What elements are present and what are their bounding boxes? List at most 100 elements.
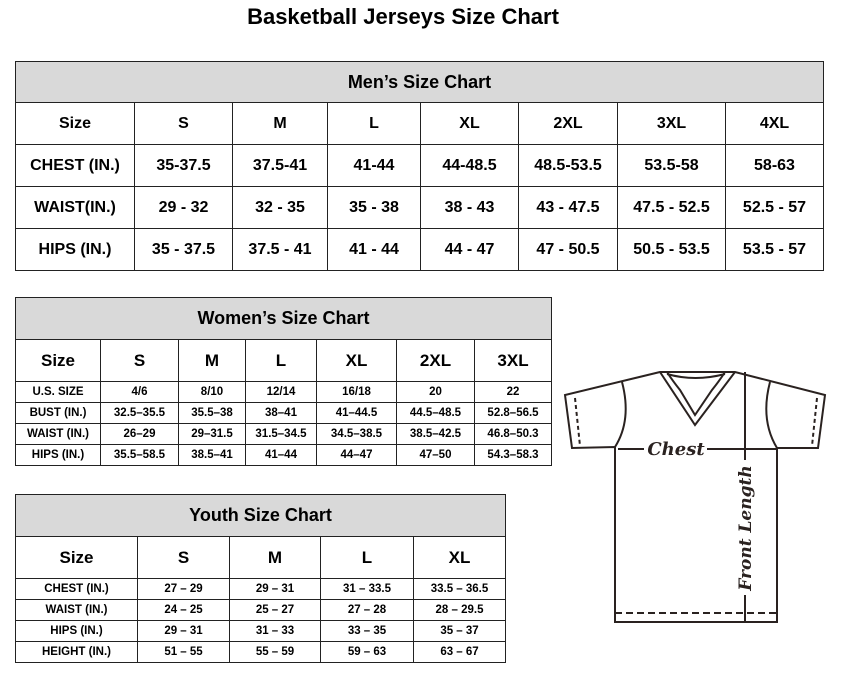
- table-cell: 32.5–35.5: [100, 402, 179, 424]
- table-cell: 63 – 67: [412, 641, 507, 663]
- table-cell: 50.5 - 53.5: [617, 228, 726, 271]
- table-cell: M: [178, 339, 246, 382]
- table-row: HIPS (IN.) 29 – 31 31 – 33 33 – 35 35 – 37: [15, 620, 507, 642]
- mens-size-table: Men’s Size Chart Size S M L XL 2XL 3XL 4XL CHES…: [15, 61, 824, 271]
- table-cell: 8/10: [178, 381, 246, 403]
- womens-caption: Women’s Size Chart: [14, 297, 553, 340]
- row-label: HIPS (IN.): [15, 620, 138, 642]
- table-cell: 25 – 27: [229, 599, 321, 621]
- table-row: WAIST (IN.) 24 – 25 25 – 27 27 – 28 28 – 29.…: [15, 599, 507, 621]
- womens-size-table: Women’s Size Chart Size S M L XL 2XL 3XL U.S. …: [14, 297, 553, 466]
- table-cell: 58-63: [725, 144, 824, 187]
- table-cell: 35 – 37: [412, 620, 507, 642]
- table-cell: 44.5–48.5: [396, 402, 475, 424]
- table-cell: 41-44: [327, 144, 421, 187]
- row-label: Size: [15, 339, 101, 382]
- table-cell: 20: [396, 381, 475, 403]
- table-cell: 31 – 33.5: [320, 578, 414, 600]
- table-cell: S: [100, 339, 179, 382]
- table-cell: 37.5-41: [232, 144, 328, 187]
- table-cell: 28 – 29.5: [412, 599, 507, 621]
- row-label: Size: [15, 102, 135, 145]
- table-cell: 35.5–38: [178, 402, 246, 424]
- table-row: HIPS (IN.) 35.5–58.5 38.5–41 41–44 44–47 47–5…: [15, 444, 553, 466]
- table-cell: 52.8–56.5: [473, 402, 553, 424]
- table-row: BUST (IN.) 32.5–35.5 35.5–38 38–41 41–44.5 44…: [15, 402, 553, 424]
- jersey-diagram: Chest Front Length: [563, 371, 827, 623]
- table-cell: L: [320, 536, 414, 579]
- table-cell: 2XL: [396, 339, 475, 382]
- table-cell: M: [229, 536, 321, 579]
- table-row: CHEST (IN.) 35-37.5 37.5-41 41-44 44-48.5 48.…: [15, 144, 824, 187]
- youth-caption: Youth Size Chart: [14, 494, 507, 537]
- table-cell: 33 – 35: [320, 620, 414, 642]
- table-cell: 35-37.5: [134, 144, 233, 187]
- table-cell: 3XL: [473, 339, 553, 382]
- table-cell: 38.5–42.5: [396, 423, 475, 445]
- row-label: U.S. SIZE: [15, 381, 101, 403]
- table-cell: 34.5–38.5: [316, 423, 397, 445]
- table-cell: 35 - 37.5: [134, 228, 233, 271]
- row-label: HIPS (IN.): [15, 228, 135, 271]
- row-label: Size: [15, 536, 138, 579]
- table-cell: 4XL: [725, 102, 824, 145]
- table-cell: XL: [420, 102, 519, 145]
- row-label: WAIST (IN.): [15, 599, 138, 621]
- table-cell: 38–41: [245, 402, 317, 424]
- table-cell: 35.5–58.5: [100, 444, 179, 466]
- table-cell: 3XL: [617, 102, 726, 145]
- row-label: BUST (IN.): [15, 402, 101, 424]
- table-cell: 53.5 - 57: [725, 228, 824, 271]
- table-cell: 44–47: [316, 444, 397, 466]
- table-cell: 54.3–58.3: [473, 444, 553, 466]
- table-cell: 46.8–50.3: [473, 423, 553, 445]
- table-row: HEIGHT (IN.) 51 – 55 55 – 59 59 – 63 63 – 67: [15, 641, 507, 663]
- youth-size-table: Youth Size Chart Size S M L XL CHEST (IN.) 27…: [14, 494, 507, 663]
- table-cell: 38.5–41: [178, 444, 246, 466]
- table-row: CHEST (IN.) 27 – 29 29 – 31 31 – 33.5 33.5 –…: [15, 578, 507, 600]
- table-row: U.S. SIZE 4/6 8/10 12/14 16/18 20 22: [15, 381, 553, 403]
- page-title: Basketball Jerseys Size Chart: [247, 4, 559, 29]
- row-label: HEIGHT (IN.): [15, 641, 138, 663]
- table-cell: 27 – 28: [320, 599, 414, 621]
- table-cell: 37.5 - 41: [232, 228, 328, 271]
- table-cell: 47.5 - 52.5: [617, 186, 726, 229]
- mens-caption: Men’s Size Chart: [15, 61, 824, 103]
- table-cell: 16/18: [316, 381, 397, 403]
- table-cell: 53.5-58: [617, 144, 726, 187]
- table-cell: S: [134, 102, 233, 145]
- table-cell: 43 - 47.5: [518, 186, 618, 229]
- table-cell: 44-48.5: [420, 144, 519, 187]
- row-label: CHEST (IN.): [15, 578, 138, 600]
- table-cell: 27 – 29: [137, 578, 230, 600]
- table-row: HIPS (IN.) 35 - 37.5 37.5 - 41 41 - 44 44 - …: [15, 228, 824, 271]
- table-cell: 55 – 59: [229, 641, 321, 663]
- table-cell: 4/6: [100, 381, 179, 403]
- table-cell: 29 – 31: [137, 620, 230, 642]
- table-cell: 32 - 35: [232, 186, 328, 229]
- table-cell: 12/14: [245, 381, 317, 403]
- table-cell: XL: [316, 339, 397, 382]
- table-cell: 38 - 43: [420, 186, 519, 229]
- table-cell: 59 – 63: [320, 641, 414, 663]
- table-cell: 47 - 50.5: [518, 228, 618, 271]
- chest-label: Chest: [647, 439, 705, 460]
- table-cell: 31.5–34.5: [245, 423, 317, 445]
- table-cell: S: [137, 536, 230, 579]
- row-label: CHEST (IN.): [15, 144, 135, 187]
- table-cell: 51 – 55: [137, 641, 230, 663]
- table-cell: L: [327, 102, 421, 145]
- table-cell: 29 – 31: [229, 578, 321, 600]
- table-cell: 24 – 25: [137, 599, 230, 621]
- table-cell: 29–31.5: [178, 423, 246, 445]
- table-cell: 41 - 44: [327, 228, 421, 271]
- table-cell: 47–50: [396, 444, 475, 466]
- table-cell: 41–44: [245, 444, 317, 466]
- table-cell: 29 - 32: [134, 186, 233, 229]
- table-cell: 52.5 - 57: [725, 186, 824, 229]
- table-cell: 48.5-53.5: [518, 144, 618, 187]
- row-label: WAIST (IN.): [15, 423, 101, 445]
- table-cell: M: [232, 102, 328, 145]
- table-row: WAIST (IN.) 26–29 29–31.5 31.5–34.5 34.5–38.…: [15, 423, 553, 445]
- table-header-row: Size S M L XL: [15, 536, 507, 579]
